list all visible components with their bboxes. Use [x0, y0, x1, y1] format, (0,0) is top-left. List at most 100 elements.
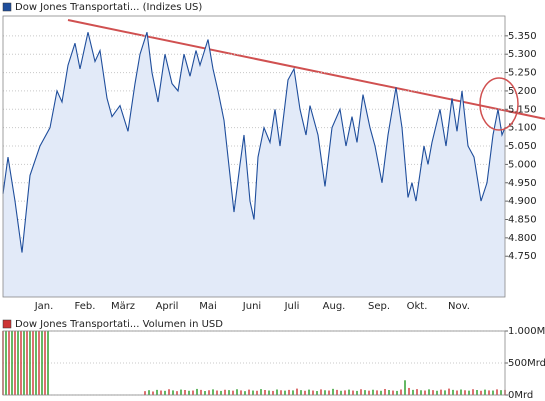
volume-bar	[308, 389, 310, 395]
y-tick-label: 5.250	[508, 68, 537, 79]
volume-bar	[32, 331, 34, 395]
volume-bar	[408, 387, 410, 395]
legend-swatch	[2, 319, 12, 329]
volume-bar	[376, 390, 378, 395]
volume-bar	[160, 390, 162, 395]
volume-bar	[212, 389, 214, 395]
volume-bar	[14, 331, 16, 395]
volume-bar	[400, 389, 402, 395]
x-tick-label: April	[156, 301, 179, 312]
volume-bar	[148, 390, 150, 395]
plot-frame	[2, 330, 506, 396]
volume-bar	[220, 390, 222, 395]
volume-bar	[276, 389, 278, 395]
volume-bar	[432, 390, 434, 395]
y-tick-label: 5.200	[508, 86, 537, 97]
volume-bar	[168, 389, 170, 395]
volume-bar	[184, 390, 186, 395]
y-tick-label: 4.800	[508, 233, 537, 244]
volume-bar	[47, 331, 49, 395]
volume-bar	[260, 389, 262, 395]
volume-bar	[356, 390, 358, 395]
volume-bar	[316, 391, 318, 395]
volume-bar	[392, 390, 394, 395]
volume-bar	[312, 390, 314, 395]
volume-bar	[20, 331, 22, 395]
volume-bar	[288, 389, 290, 395]
volume-bar	[284, 390, 286, 395]
volume-bar	[452, 389, 454, 395]
volume-bar	[464, 390, 466, 395]
volume-bar	[196, 388, 198, 395]
volume-bar	[26, 331, 28, 395]
volume-bar	[248, 389, 250, 395]
y-tick-label: 4.750	[508, 251, 537, 262]
volume-bar	[412, 389, 414, 395]
y-tick-label: 5.050	[508, 141, 537, 152]
volume-bar	[420, 390, 422, 395]
volume-bar	[384, 388, 386, 395]
volume-bar	[332, 388, 334, 395]
x-tick-label: Jan.	[34, 301, 54, 312]
legend-label: Dow Jones Transportati... (Indizes US)	[15, 2, 202, 13]
volume-bar	[152, 391, 154, 395]
volume-bar	[476, 390, 478, 395]
volume-bar	[188, 390, 190, 395]
volume-bar	[340, 390, 342, 395]
volume-bar	[224, 389, 226, 395]
legend-label: Dow Jones Transportati... Volumen in USD	[15, 319, 223, 330]
y-tick-label: 5.100	[508, 123, 537, 134]
volume-bar	[17, 331, 19, 395]
volume-bar	[324, 390, 326, 395]
volume-bar	[416, 389, 418, 395]
volume-bar	[500, 390, 502, 395]
volume-bar	[240, 390, 242, 395]
volume-bar	[480, 390, 482, 395]
plot-frame	[2, 15, 506, 298]
x-tick-label: Sep.	[368, 301, 390, 312]
volume-bar	[23, 331, 25, 395]
volume-bar	[360, 389, 362, 395]
x-tick-label: Nov.	[448, 301, 470, 312]
volume-bar	[272, 390, 274, 395]
volume-bar	[456, 390, 458, 395]
highlight-circle	[479, 77, 519, 131]
volume-bar	[268, 390, 270, 395]
volume-bar	[5, 331, 7, 395]
volume-bar	[11, 331, 13, 395]
volume-bar	[264, 390, 266, 395]
volume-bar	[336, 389, 338, 395]
y-tick-label: 5.350	[508, 31, 537, 42]
volume-bar	[368, 390, 370, 395]
volume-bar	[244, 391, 246, 395]
volume-bar	[372, 389, 374, 395]
volume-bar	[228, 390, 230, 395]
volume-bar	[492, 390, 494, 395]
volume-bar	[35, 331, 37, 395]
volume-bar	[176, 391, 178, 395]
volume-bar	[300, 390, 302, 395]
volume-bar	[180, 389, 182, 395]
y-tick-label: 4.950	[508, 178, 537, 189]
volume-bar	[348, 389, 350, 395]
legend-swatch	[2, 2, 12, 12]
y-tick-label: 500Mrd	[508, 358, 545, 369]
y-tick-label: 1.000Mrd	[508, 326, 545, 337]
volume-bar	[216, 390, 218, 395]
volume-bar	[388, 390, 390, 395]
volume-bar	[424, 390, 426, 395]
volume-bar	[364, 390, 366, 395]
volume-bar	[472, 389, 474, 395]
volume-bar	[428, 389, 430, 395]
y-tick-label: 0Mrd	[508, 390, 533, 401]
x-tick-label: Aug.	[323, 301, 346, 312]
volume-bar	[164, 390, 166, 395]
volume-bar	[488, 390, 490, 395]
x-tick-label: Okt.	[407, 301, 428, 312]
volume-bar	[204, 391, 206, 395]
volume-bar	[280, 390, 282, 395]
volume-bar	[320, 389, 322, 395]
volume-bar	[304, 390, 306, 395]
volume-bar	[496, 389, 498, 395]
